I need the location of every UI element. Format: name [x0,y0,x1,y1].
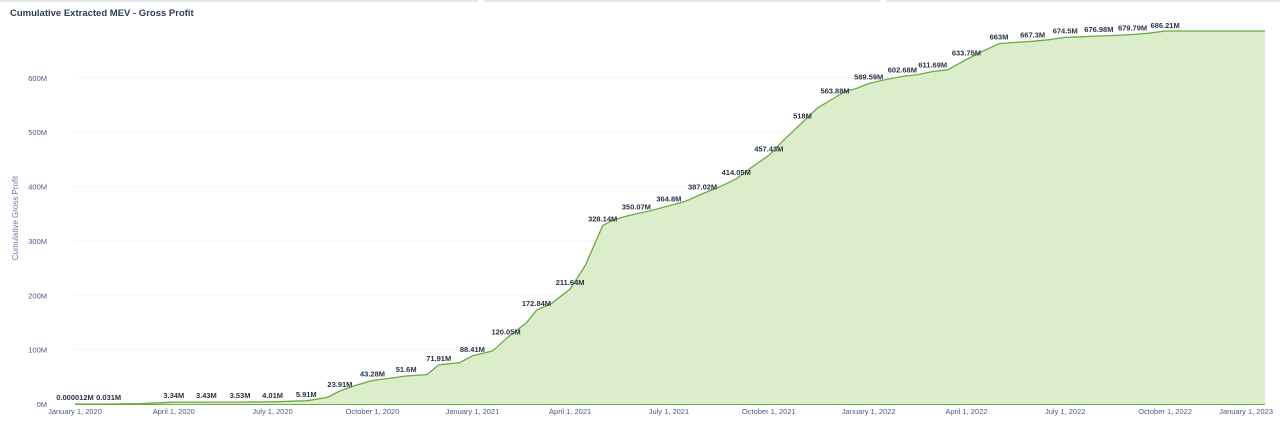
divider-segment [886,0,1280,2]
data-label: 602.68M [888,65,917,74]
data-label: 676.98M [1084,25,1113,34]
data-label: 414.05M [722,168,751,177]
data-label: 674.5M [1053,26,1078,35]
y-tick-label: 400M [28,183,47,192]
data-label: 43.28M [360,369,385,378]
divider-segment [0,0,478,2]
data-label: 611.69M [918,61,947,70]
data-label: 3.34M [163,391,184,400]
x-tick-label: January 1, 2021 [445,407,499,416]
data-label: 387.02M [688,183,717,192]
data-label: 5.91M [296,390,317,399]
data-label: 364.8M [656,195,681,204]
data-label: 328.14M [588,215,617,224]
data-label: 172.84M [522,299,551,308]
x-axis-ticks: January 1, 2020 April 1, 2020 July 1, 2020… [48,407,1273,416]
x-tick-label: January 1, 2023 [1219,407,1273,416]
y-axis-ticks: 0M 100M 200M 300M 400M 500M 600M [28,74,47,409]
x-tick-label: April 1, 2020 [153,407,195,416]
data-label: 3.53M [230,391,251,400]
data-label: 211.64M [556,278,585,287]
data-label: 23.91M [327,380,352,389]
series-area [75,31,1265,404]
y-tick-label: 200M [28,291,47,300]
x-tick-label: October 1, 2020 [346,407,400,416]
x-tick-label: October 1, 2021 [742,407,796,416]
data-label: 0.031M [96,393,121,402]
data-label: 71.91M [426,354,451,363]
data-label: 350.07M [622,203,651,212]
x-tick-label: January 1, 2022 [842,407,896,416]
data-label: 633.75M [952,49,981,58]
data-label: 0.000012M [56,393,94,402]
dashboard-top-divider [0,0,1280,4]
data-label: 518M [793,111,812,120]
x-tick-label: July 1, 2021 [649,407,689,416]
y-tick-label: 0M [37,400,47,409]
data-label: 3.43M [196,391,217,400]
chart-title[interactable]: Cumulative Extracted MEV - Gross Profit [10,8,194,19]
divider-segment [484,0,880,2]
x-tick-label: July 1, 2022 [1045,407,1085,416]
y-tick-label: 500M [28,128,47,137]
data-label: 4.01M [262,391,283,400]
data-label: 686.21M [1151,21,1180,30]
data-label: 679.79M [1118,23,1147,32]
data-label: 88.41M [460,345,485,354]
y-tick-label: 600M [28,74,47,83]
x-tick-label: April 1, 2021 [549,407,591,416]
data-label: 120.05M [491,328,520,337]
data-label: 563.88M [820,86,849,95]
y-tick-label: 100M [28,346,47,355]
x-tick-label: January 1, 2020 [48,407,102,416]
y-axis-label: Cumulative Gross Profit [11,175,20,260]
series-line[interactable] [75,30,1265,405]
data-label: 667.3M [1020,30,1045,39]
data-labels: 0.000012M 0.031M 3.34M 3.43M 3.53M 4.01M 5.91M… [56,21,1179,402]
x-tick-label: July 1, 2020 [252,407,292,416]
x-tick-label: April 1, 2022 [945,407,987,416]
x-tick-label: October 1, 2022 [1138,407,1192,416]
data-label: 589.59M [854,73,883,82]
data-label: 663M [990,33,1009,42]
data-label: 457.43M [754,144,783,153]
data-label: 51.6M [396,365,417,374]
y-tick-label: 300M [28,237,47,246]
